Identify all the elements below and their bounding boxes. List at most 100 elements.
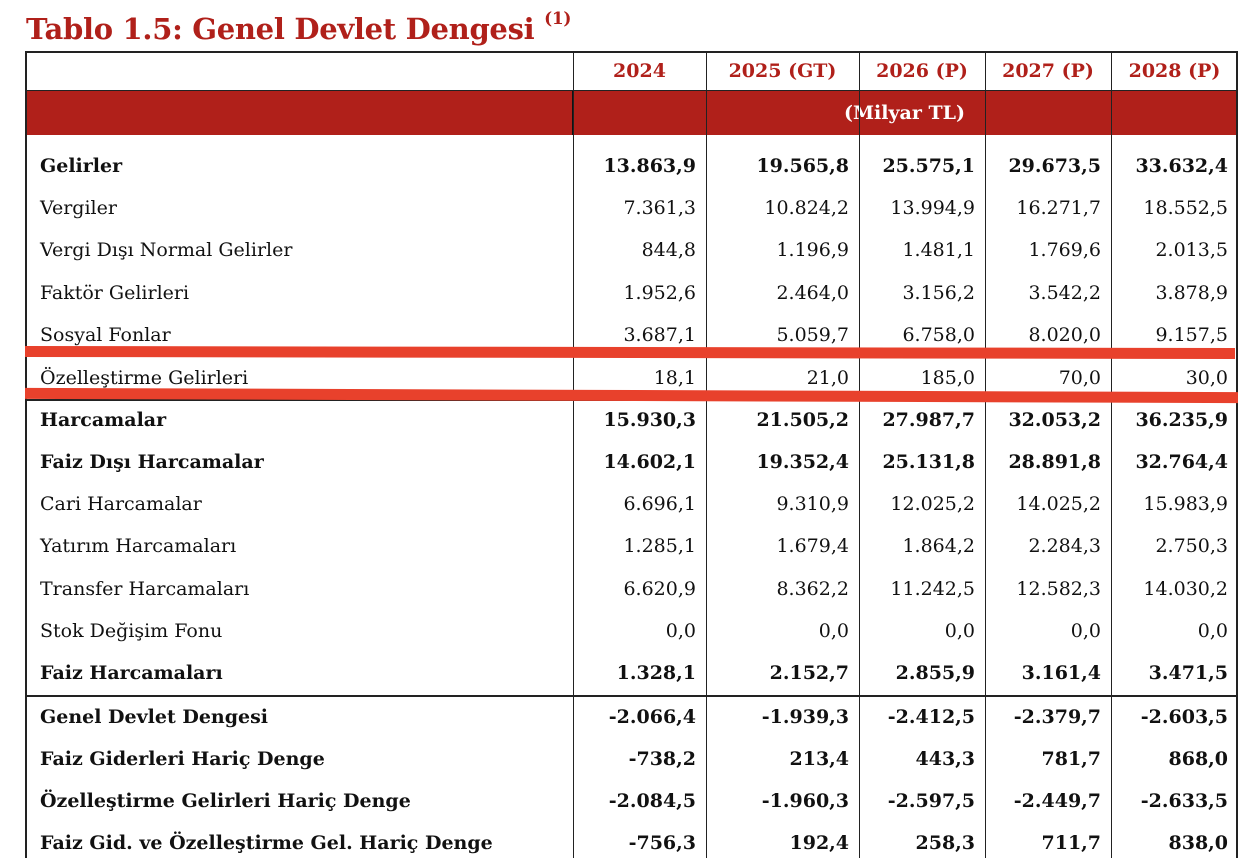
row-value: 2.464,0: [776, 282, 849, 304]
row-label: Genel Devlet Dengesi: [40, 706, 269, 728]
table-row: Vergiler 7.361,3 10.824,2 13.994,9 16.271,7 1…: [27, 187, 1236, 229]
row-value: 3.471,5: [1148, 662, 1228, 684]
year-header: 2025 (GT): [728, 60, 837, 82]
column-divider: [706, 53, 707, 858]
table-row: Sosyal Fonlar 3.687,1 5.059,7 6.758,0 8.020,…: [27, 314, 1236, 356]
row-value: 28.891,8: [1008, 451, 1101, 473]
row-value: 14.030,2: [1143, 578, 1228, 600]
row-value: 10.824,2: [764, 197, 849, 219]
row-value: -2.412,5: [887, 706, 975, 728]
row-value: 3.542,2: [1028, 282, 1101, 304]
row-value: -1.960,3: [761, 790, 849, 812]
row-value: 25.575,1: [882, 155, 975, 177]
year-header: 2027 (P): [1002, 60, 1094, 82]
row-label: Özelleştirme Gelirleri: [40, 367, 249, 389]
highlight-line-top: [24, 345, 1236, 360]
row-value: 6.696,1: [623, 493, 696, 515]
row-value: 29.673,5: [1008, 155, 1101, 177]
row-value: 711,7: [1041, 832, 1102, 854]
table-row: Özelleştirme Gelirleri Hariç Denge -2.084…: [27, 780, 1236, 822]
row-value: -2.449,7: [1013, 790, 1101, 812]
row-value: 18,1: [653, 367, 696, 389]
row-value: 781,7: [1041, 748, 1102, 770]
row-value: 1.328,1: [616, 662, 696, 684]
row-value: 0,0: [1197, 620, 1228, 642]
table-row: Vergi Dışı Normal Gelirler 844,8 1.196,9 1.…: [27, 229, 1236, 271]
row-value: -738,2: [628, 748, 696, 770]
table-row: Faiz Giderleri Hariç Denge -738,2 213,4 443…: [27, 738, 1236, 780]
column-divider: [1111, 53, 1112, 858]
row-value: 2.750,3: [1155, 535, 1228, 557]
row-value: 36.235,9: [1135, 409, 1228, 431]
row-label: Faiz Dışı Harcamalar: [40, 451, 264, 473]
row-value: 213,4: [789, 748, 850, 770]
table-title-text: Tablo 1.5: Genel Devlet Dengesi: [26, 12, 535, 46]
row-value: 25.131,8: [882, 451, 975, 473]
row-value: 12.582,3: [1016, 578, 1101, 600]
table-row: Faktör Gelirleri 1.952,6 2.464,0 3.156,2 3.5…: [27, 272, 1236, 314]
table-row: Gelirler 13.863,9 19.565,8 25.575,1 29.673,5…: [27, 145, 1236, 187]
column-divider: [573, 53, 574, 858]
row-value: 838,0: [1168, 832, 1229, 854]
row-value: -2.084,5: [608, 790, 696, 812]
row-label: Faiz Harcamaları: [40, 662, 223, 684]
row-value: 258,3: [915, 832, 976, 854]
row-value: 13.994,9: [890, 197, 975, 219]
year-header-row: 2024 2025 (GT) 2026 (P) 2027 (P) 2028 (P): [27, 53, 1236, 90]
row-value: 14.602,1: [603, 451, 696, 473]
row-value: 19.565,8: [756, 155, 849, 177]
row-value: 27.987,7: [882, 409, 975, 431]
row-label: Vergiler: [40, 197, 117, 219]
row-label: Gelirler: [40, 155, 123, 177]
row-value: 1.769,6: [1028, 239, 1101, 261]
table-row: Faiz Harcamaları 1.328,1 2.152,7 2.855,9 3.1…: [27, 652, 1236, 694]
row-value: 70,0: [1058, 367, 1101, 389]
row-label: Harcamalar: [40, 409, 167, 431]
row-value: 1.679,4: [776, 535, 849, 557]
row-label: Yatırım Harcamaları: [40, 535, 237, 557]
row-value: -2.066,4: [608, 706, 696, 728]
table-row: Harcamalar 15.930,3 21.505,2 27.987,7 32.053…: [27, 399, 1236, 441]
row-value: 0,0: [818, 620, 849, 642]
row-value: 33.632,4: [1135, 155, 1228, 177]
row-value: 2.152,7: [769, 662, 849, 684]
row-value: 15.983,9: [1143, 493, 1228, 515]
row-label: Cari Harcamalar: [40, 493, 202, 515]
row-label: Sosyal Fonlar: [40, 324, 171, 346]
row-value: 0,0: [665, 620, 696, 642]
row-value: 1.285,1: [623, 535, 696, 557]
table-title: Tablo 1.5: Genel Devlet Dengesi (1): [26, 9, 571, 46]
row-label: Vergi Dışı Normal Gelirler: [40, 239, 293, 261]
row-value: 7.361,3: [623, 197, 696, 219]
general-government-balance-table: 2024 2025 (GT) 2026 (P) 2027 (P) 2028 (P) (M…: [25, 51, 1238, 858]
table-row: Transfer Harcamaları 6.620,9 8.362,2 11.242…: [27, 568, 1236, 610]
row-value: 32.764,4: [1135, 451, 1228, 473]
band-divider: [572, 91, 573, 135]
unit-band: (Milyar TL): [27, 90, 1236, 135]
table-row: Cari Harcamalar 6.696,1 9.310,9 12.025,2 14.…: [27, 483, 1236, 525]
row-value: 844,8: [641, 239, 696, 261]
year-header: 2026 (P): [876, 60, 968, 82]
table-row: Faiz Dışı Harcamalar 14.602,1 19.352,4 25.1…: [27, 441, 1236, 483]
row-label: Stok Değişim Fonu: [40, 620, 223, 642]
row-value: 18.552,5: [1143, 197, 1228, 219]
row-value: 2.284,3: [1028, 535, 1101, 557]
year-header: 2024: [613, 60, 666, 82]
row-value: -756,3: [628, 832, 696, 854]
unit-label: (Milyar TL): [844, 102, 965, 124]
row-value: 6.620,9: [623, 578, 696, 600]
row-value: 1.481,1: [902, 239, 975, 261]
row-label: Faiz Gid. ve Özelleştirme Gel. Hariç Den…: [40, 832, 493, 854]
row-value: 15.930,3: [603, 409, 696, 431]
row-value: 2.013,5: [1155, 239, 1228, 261]
row-value: 12.025,2: [890, 493, 975, 515]
row-label: Transfer Harcamaları: [40, 578, 250, 600]
row-value: -2.379,7: [1013, 706, 1101, 728]
column-divider: [859, 53, 860, 858]
table-row: Faiz Gid. ve Özelleştirme Gel. Hariç Den…: [27, 822, 1236, 864]
row-value: 443,3: [915, 748, 976, 770]
row-value: 3.878,9: [1155, 282, 1228, 304]
row-value: -2.633,5: [1140, 790, 1228, 812]
year-header: 2028 (P): [1128, 60, 1221, 82]
row-value: 8.362,2: [776, 578, 849, 600]
